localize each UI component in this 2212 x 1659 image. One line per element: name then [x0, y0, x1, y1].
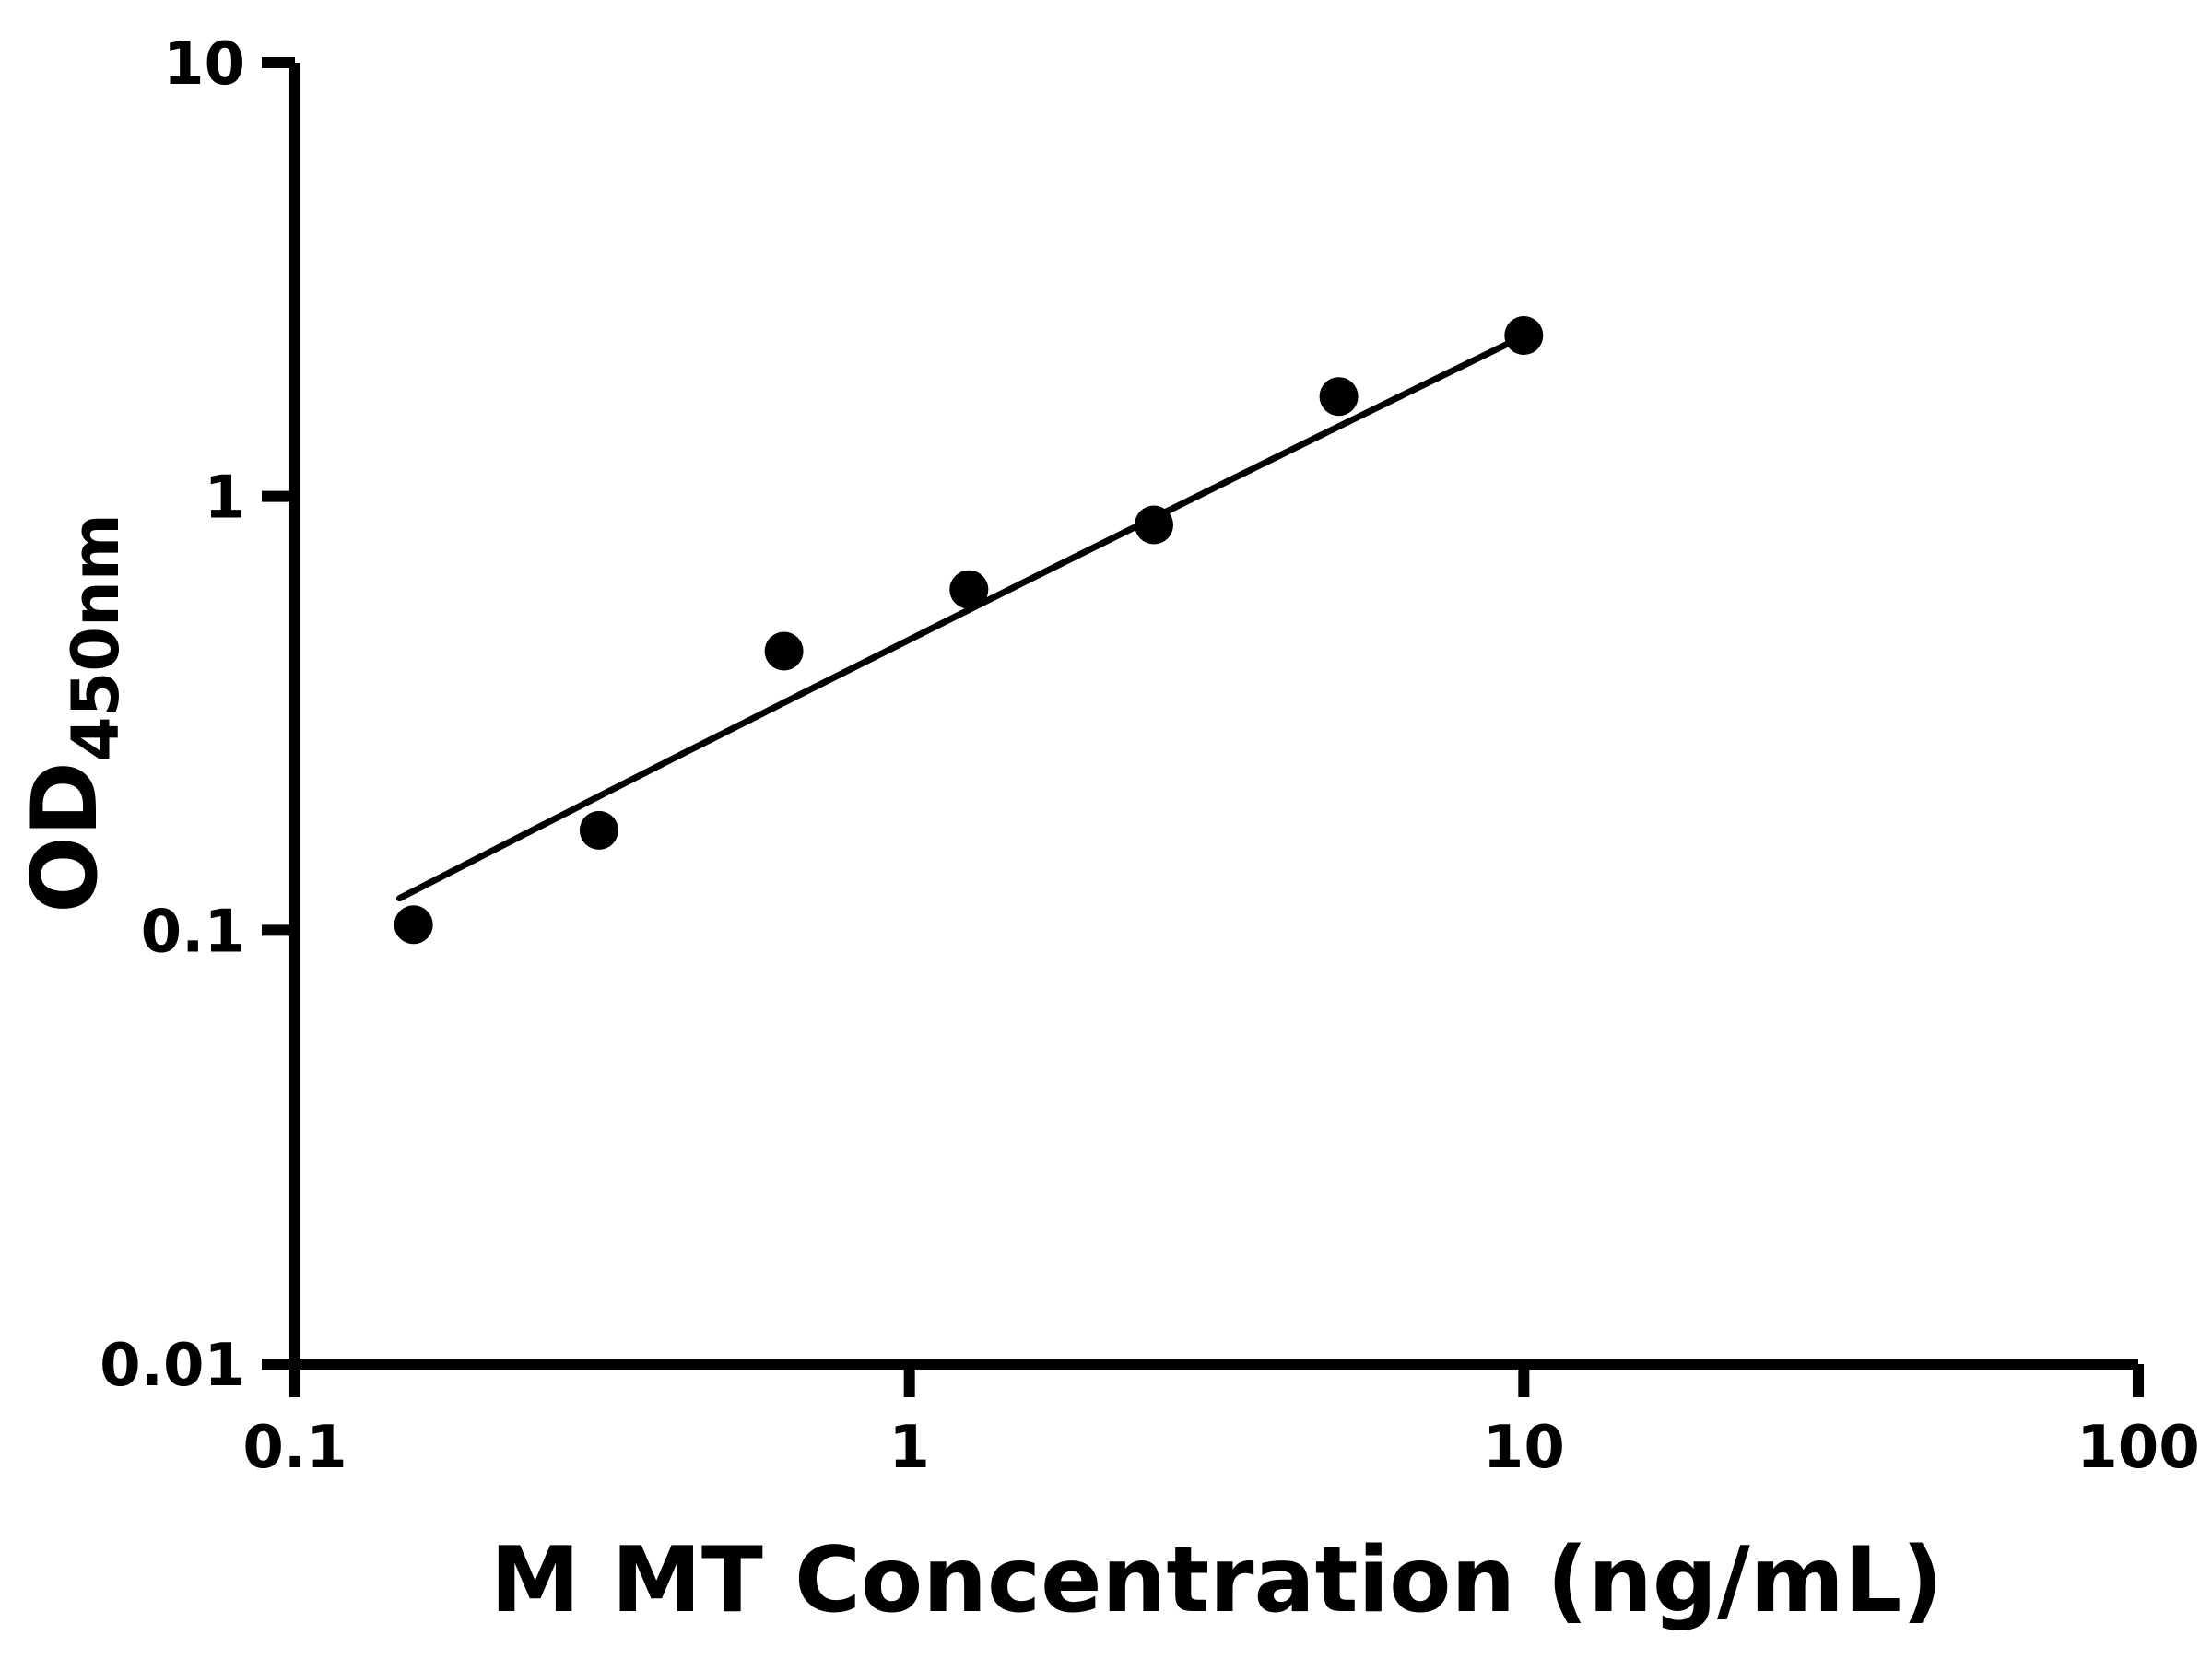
y-tick-label: 0.01	[100, 1332, 245, 1400]
y-axis-title-main: OD	[13, 761, 118, 913]
data-point	[1319, 377, 1359, 417]
y-axis-title: OD450nm	[13, 513, 134, 913]
data-point	[1504, 316, 1544, 355]
y-tick-label: 0.1	[141, 898, 245, 966]
data-point	[394, 905, 433, 945]
x-tick-label: 0.1	[242, 1414, 347, 1482]
data-point	[1135, 505, 1173, 545]
axes	[289, 63, 2138, 1370]
y-tick-label: 10	[163, 30, 245, 99]
x-axis-title: M MT Concentration (ng/mL)	[490, 1528, 1943, 1633]
y-tick-label: 1	[204, 465, 245, 533]
data-point	[579, 810, 618, 850]
x-tick-label: 10	[1483, 1414, 1565, 1482]
x-tick-label: 100	[2077, 1414, 2200, 1482]
x-tick-label: 1	[888, 1414, 930, 1482]
data-point	[764, 631, 804, 671]
y-axis-title-subscript: 450nm	[58, 513, 134, 761]
fit-curve	[396, 326, 1540, 902]
data-point	[949, 570, 989, 609]
